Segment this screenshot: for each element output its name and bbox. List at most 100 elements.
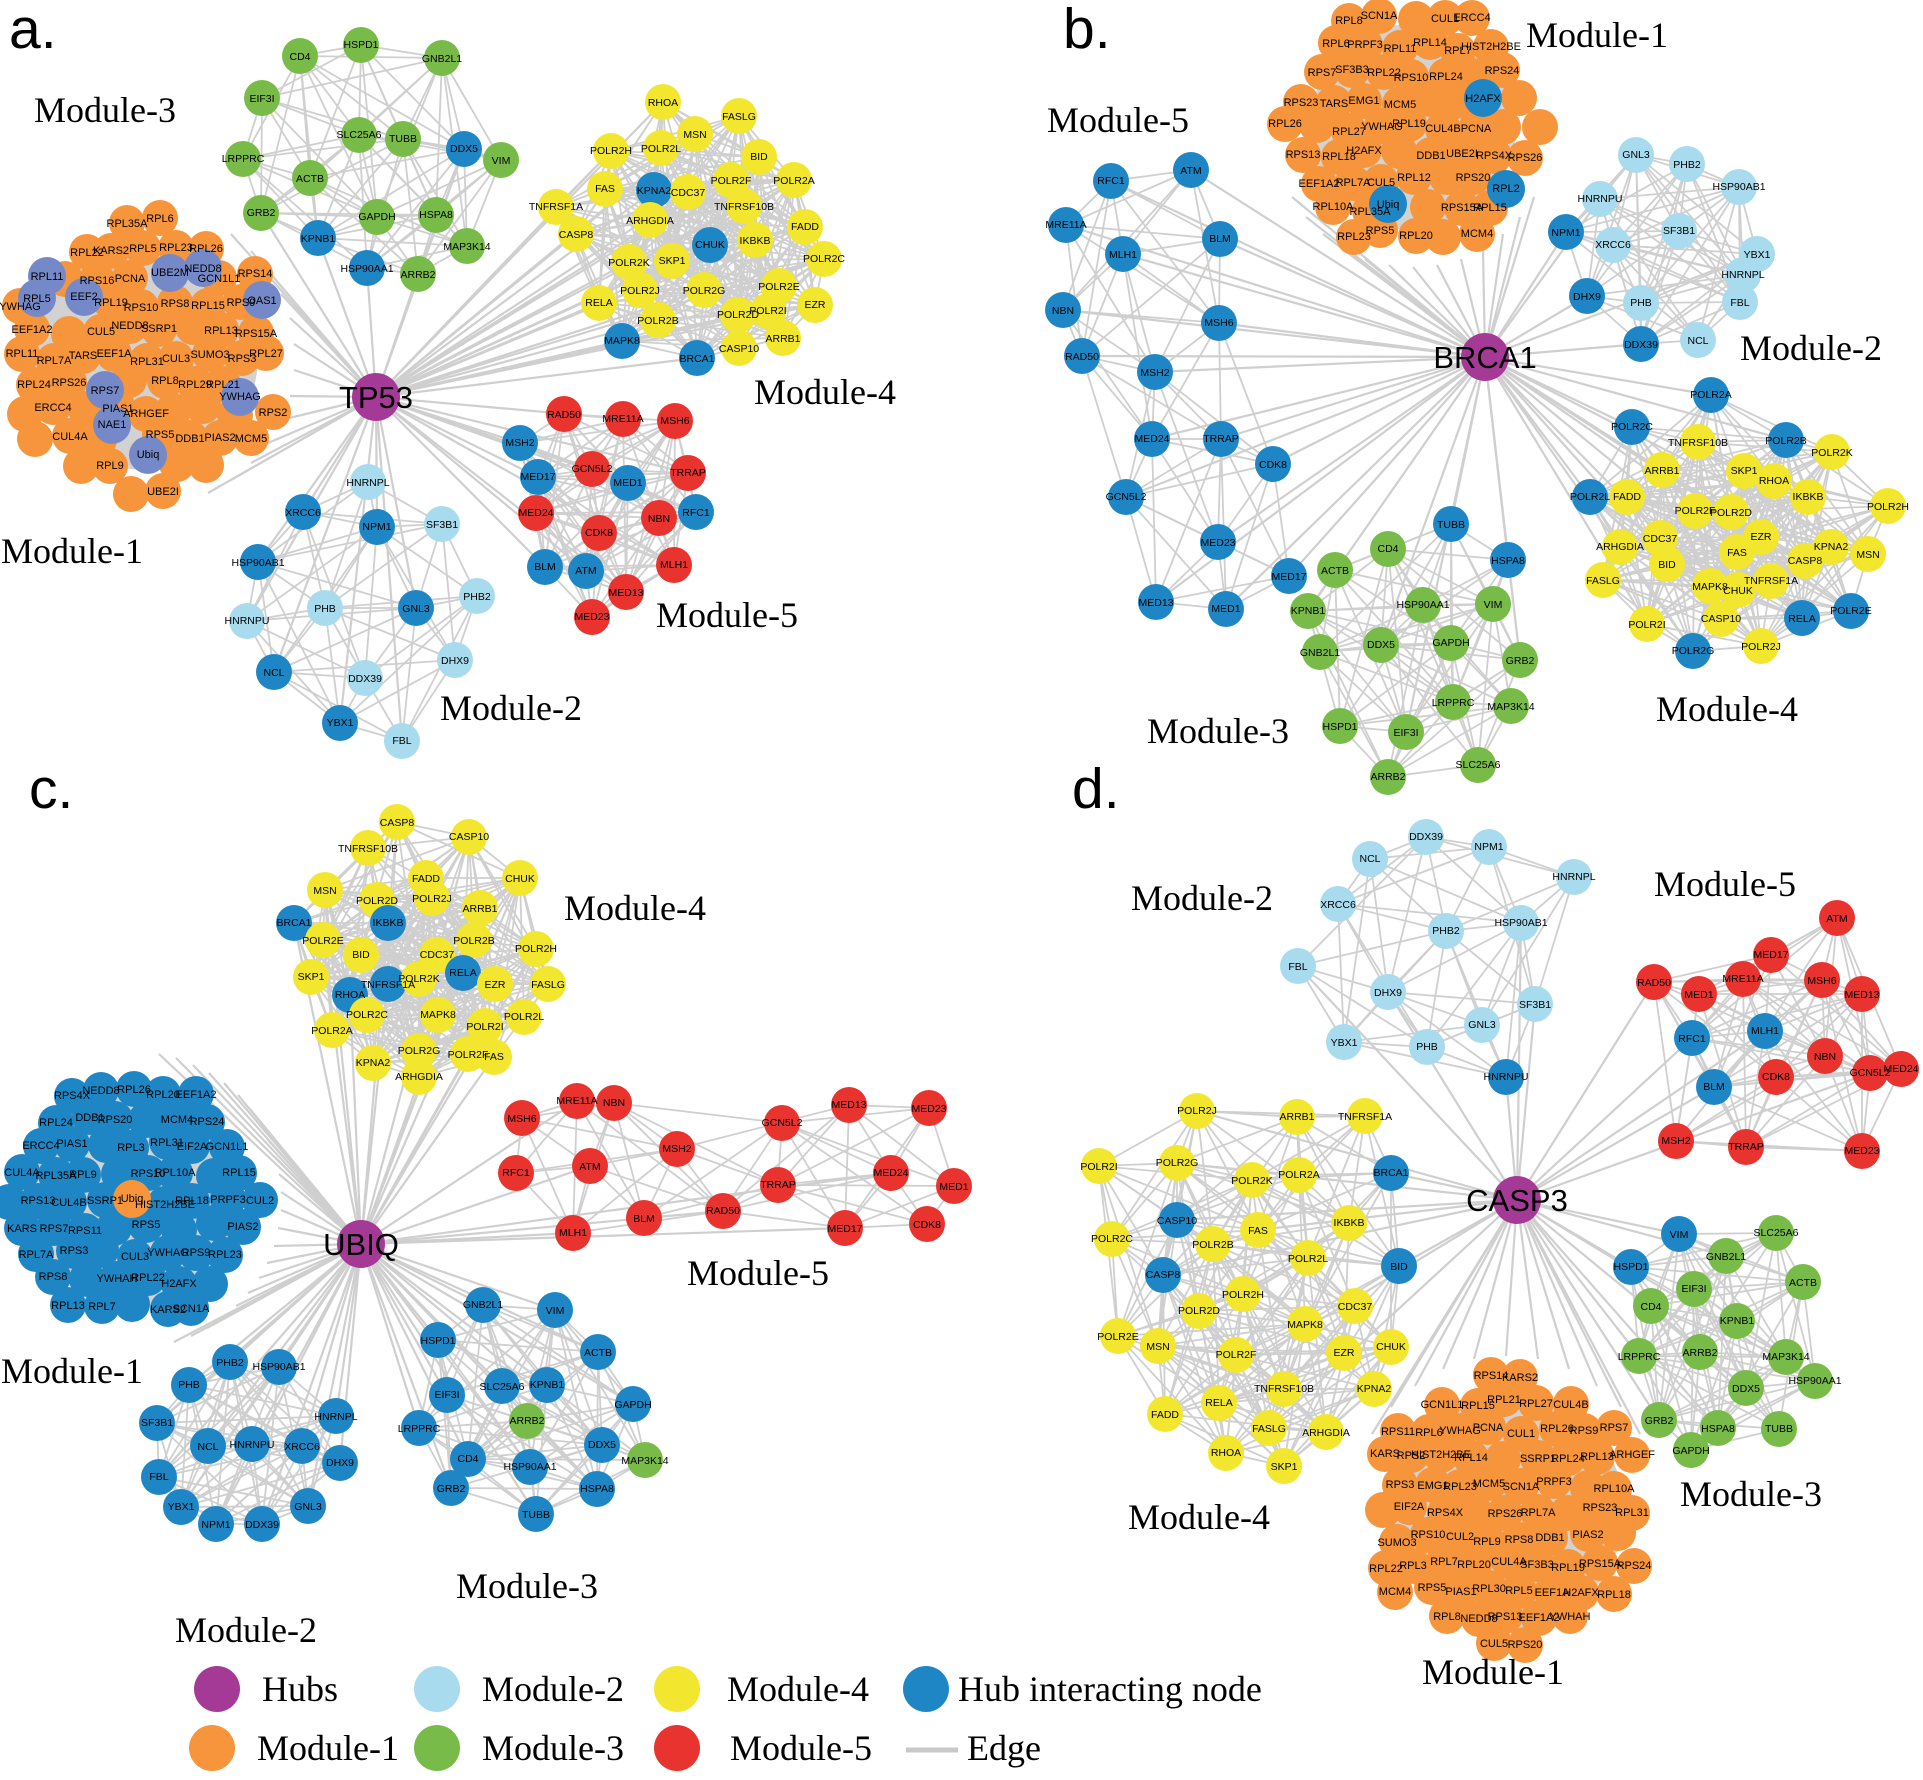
svg-text:RHOA: RHOA [648, 97, 678, 109]
svg-text:KPNA2: KPNA2 [356, 1057, 391, 1069]
svg-text:SLC25A6: SLC25A6 [1754, 1227, 1799, 1239]
svg-text:ATM: ATM [1826, 913, 1847, 925]
svg-text:RPL13: RPL13 [1580, 1451, 1614, 1463]
svg-text:POLR2D: POLR2D [717, 309, 759, 321]
svg-text:MSH2: MSH2 [1140, 367, 1169, 379]
svg-text:PHB2: PHB2 [1673, 159, 1701, 171]
svg-text:CD4: CD4 [457, 1453, 478, 1465]
svg-text:MSH6: MSH6 [1807, 975, 1836, 987]
svg-text:EEF1A2: EEF1A2 [12, 324, 53, 336]
svg-text:GAPDH: GAPDH [1432, 637, 1469, 649]
svg-text:RELA: RELA [1788, 613, 1815, 625]
svg-text:BRCA1: BRCA1 [679, 353, 714, 365]
svg-text:NBN: NBN [603, 1097, 625, 1109]
svg-text:RPL15: RPL15 [1473, 202, 1507, 214]
svg-text:POLR2I: POLR2I [749, 305, 786, 317]
svg-text:GRB2: GRB2 [1645, 1415, 1674, 1427]
svg-text:RPS10: RPS10 [124, 302, 159, 314]
svg-text:ARRB1: ARRB1 [1279, 1111, 1314, 1123]
svg-text:RPS3: RPS3 [60, 1245, 89, 1257]
svg-text:RPS15A: RPS15A [1441, 202, 1484, 214]
svg-text:POLR2C: POLR2C [803, 253, 845, 265]
svg-text:MED17: MED17 [520, 471, 555, 483]
svg-text:DHX9: DHX9 [1374, 987, 1402, 999]
svg-text:CUL2: CUL2 [246, 1195, 274, 1207]
svg-text:RPS16: RPS16 [80, 275, 115, 287]
svg-text:ARRB2: ARRB2 [400, 269, 435, 281]
svg-text:RAD50: RAD50 [1637, 977, 1671, 989]
svg-text:PIAS1: PIAS1 [1445, 1586, 1476, 1598]
svg-text:TRRAP: TRRAP [1203, 433, 1239, 445]
svg-text:POLR2H: POLR2H [590, 145, 632, 157]
svg-text:UBE2I: UBE2I [1446, 148, 1478, 160]
svg-text:GCN1L1: GCN1L1 [206, 1141, 249, 1153]
svg-text:TNFRSF1A: TNFRSF1A [529, 201, 583, 213]
svg-text:MSH6: MSH6 [1204, 317, 1233, 329]
svg-text:RPL15: RPL15 [191, 300, 225, 312]
svg-text:RPS4X: RPS4X [54, 1090, 91, 1102]
svg-text:HIST2H2BE: HIST2H2BE [1461, 41, 1521, 53]
svg-text:DHX9: DHX9 [1573, 291, 1601, 303]
svg-text:RPL23: RPL23 [1443, 1481, 1477, 1493]
svg-text:RFC1: RFC1 [1097, 175, 1125, 187]
svg-text:CASP10: CASP10 [1701, 613, 1741, 625]
svg-text:TRRAP: TRRAP [670, 467, 706, 479]
svg-text:ACTB: ACTB [1321, 565, 1349, 577]
svg-text:Module-3: Module-3 [1147, 711, 1289, 751]
svg-text:ERCC4: ERCC4 [22, 1140, 59, 1152]
svg-text:SLC25A6: SLC25A6 [337, 129, 382, 141]
svg-text:MED23: MED23 [574, 611, 609, 623]
svg-text:ATM: ATM [1180, 165, 1201, 177]
svg-text:CUL3: CUL3 [162, 353, 190, 365]
svg-text:RPL6: RPL6 [1322, 38, 1350, 50]
svg-text:MLH1: MLH1 [1109, 249, 1137, 261]
svg-text:CUL4A: CUL4A [4, 1167, 40, 1179]
svg-text:Module-1: Module-1 [257, 1728, 399, 1768]
svg-text:HSPD1: HSPD1 [1613, 1261, 1648, 1273]
svg-text:RFC1: RFC1 [1678, 1033, 1706, 1045]
svg-text:NAE1: NAE1 [98, 419, 127, 431]
svg-text:MED24: MED24 [1134, 433, 1169, 445]
svg-text:EIF2A: EIF2A [1394, 1501, 1425, 1513]
svg-text:H2AFX: H2AFX [1465, 93, 1501, 105]
svg-text:MLH1: MLH1 [559, 1227, 587, 1239]
svg-text:YBX1: YBX1 [1744, 249, 1771, 261]
svg-text:RPL22: RPL22 [1367, 67, 1401, 79]
svg-text:Module-3: Module-3 [482, 1728, 624, 1768]
svg-text:EZR: EZR [1334, 1347, 1355, 1359]
svg-text:DDX5: DDX5 [588, 1439, 616, 1451]
svg-text:LRPPRC: LRPPRC [398, 1423, 441, 1435]
svg-text:RPS24: RPS24 [1485, 65, 1520, 77]
svg-text:EEF1A: EEF1A [1535, 1587, 1571, 1599]
svg-text:SCN1A: SCN1A [1361, 10, 1398, 22]
svg-text:RPL5: RPL5 [23, 293, 51, 305]
svg-text:CDK8: CDK8 [913, 1219, 941, 1231]
svg-text:RELA: RELA [585, 297, 612, 309]
svg-text:PRPF3: PRPF3 [1347, 39, 1382, 51]
svg-text:RHOA: RHOA [1759, 475, 1789, 487]
svg-text:DDX39: DDX39 [348, 673, 382, 685]
svg-text:NEDD8: NEDD8 [111, 320, 148, 332]
svg-text:CUL4A: CUL4A [1491, 1556, 1527, 1568]
svg-text:RPL26: RPL26 [117, 1084, 151, 1096]
svg-text:EEF1A: EEF1A [97, 348, 133, 360]
svg-text:GAPDH: GAPDH [1672, 1445, 1709, 1457]
svg-text:SUMO3: SUMO3 [1377, 1537, 1416, 1549]
svg-text:ARHGEF: ARHGEF [1609, 1449, 1655, 1461]
svg-text:RPL7A: RPL7A [1336, 177, 1372, 189]
svg-text:RPL19: RPL19 [94, 297, 128, 309]
svg-text:Module-2: Module-2 [1131, 878, 1273, 918]
svg-text:RPL10A: RPL10A [1594, 1483, 1636, 1495]
svg-text:CDC37: CDC37 [1643, 533, 1678, 545]
svg-text:IKBKB: IKBKB [1334, 1217, 1365, 1229]
svg-text:MED23: MED23 [911, 1103, 946, 1115]
svg-text:EMG1: EMG1 [1417, 1480, 1448, 1492]
svg-text:YWHAG: YWHAG [1361, 121, 1403, 133]
svg-text:Module-4: Module-4 [1656, 689, 1798, 729]
svg-text:TNFRSF10B: TNFRSF10B [714, 201, 774, 213]
svg-text:HNRNPL: HNRNPL [1552, 871, 1595, 883]
svg-text:RPL24: RPL24 [17, 379, 51, 391]
svg-text:TP53: TP53 [339, 380, 413, 415]
svg-text:SKP1: SKP1 [1271, 1461, 1298, 1473]
svg-text:FADD: FADD [1151, 1409, 1179, 1421]
